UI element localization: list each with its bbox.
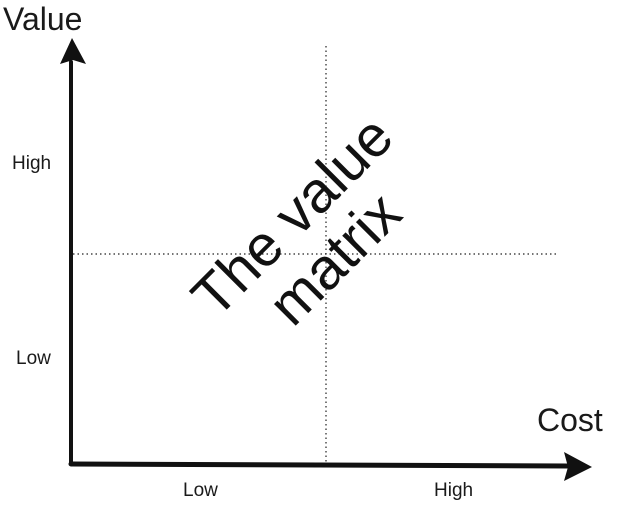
- y-axis-arrowhead: [60, 38, 86, 64]
- x-axis-arrowhead: [564, 452, 592, 481]
- y-tick-low: Low: [16, 348, 51, 369]
- x-tick-high: High: [434, 480, 474, 501]
- y-axis-title: Value: [3, 1, 83, 37]
- x-axis-line: [68, 461, 571, 469]
- x-axis-title: Cost: [537, 402, 603, 438]
- y-tick-high: High: [12, 153, 52, 174]
- x-tick-low: Low: [183, 480, 218, 501]
